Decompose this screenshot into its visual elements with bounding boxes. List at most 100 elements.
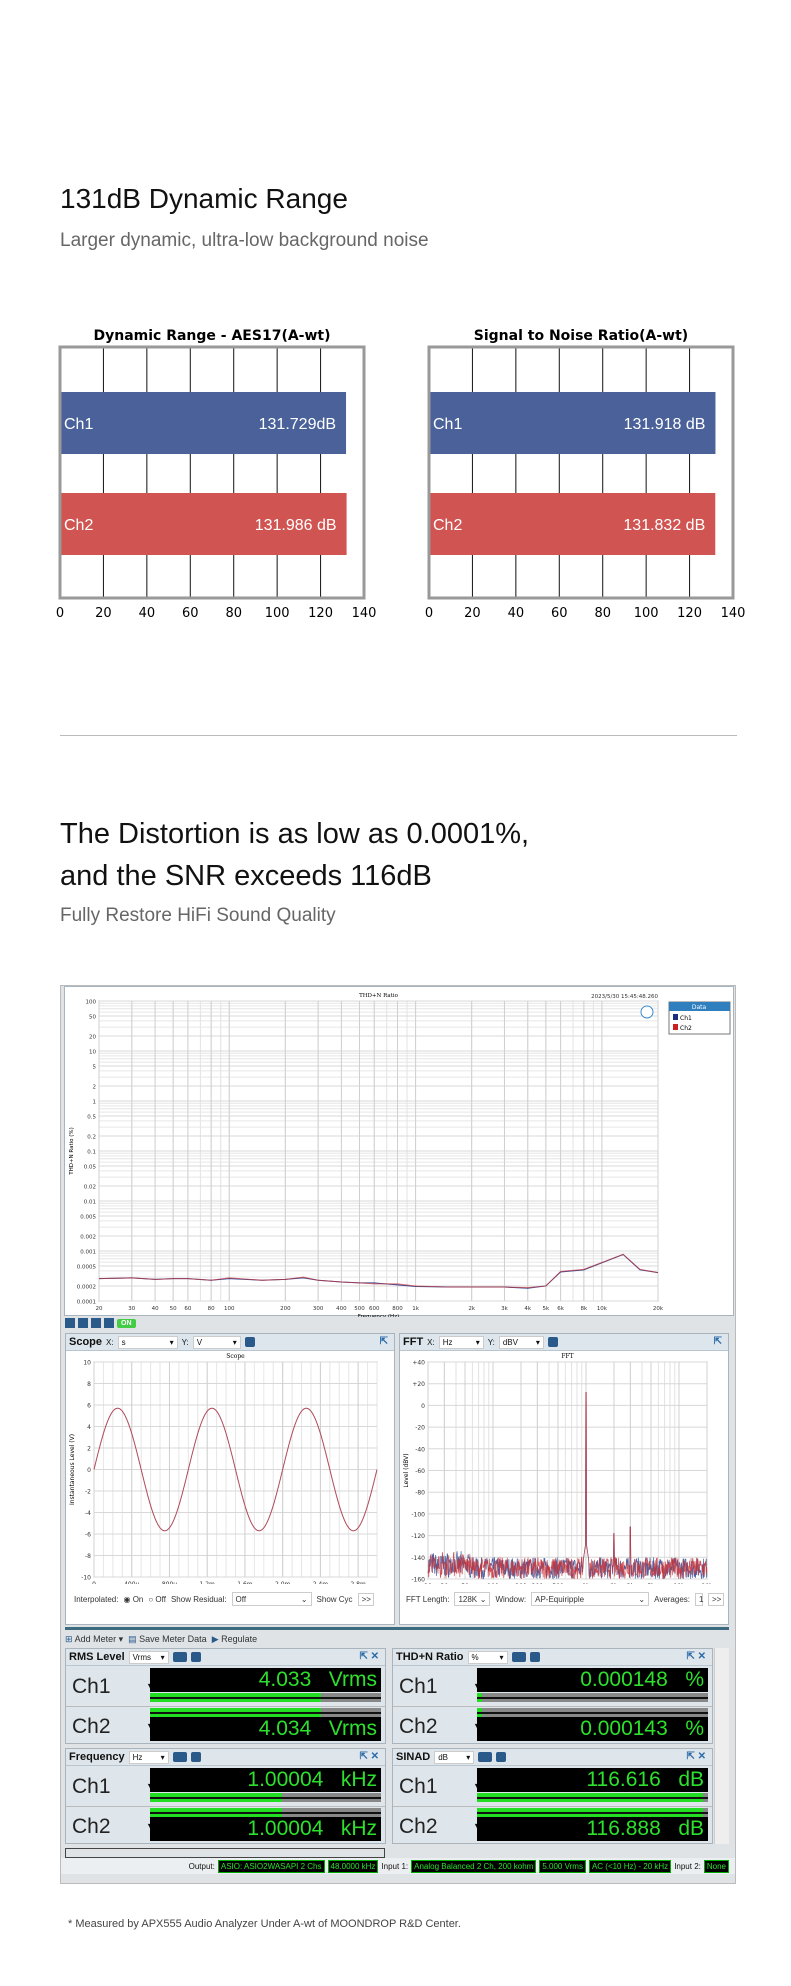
scope-more-button[interactable]: >> [357, 1592, 374, 1606]
save-icon: ▤ [128, 1634, 137, 1644]
bar-value-label: 131.729dB [259, 416, 336, 433]
x-tick-label: 10k [673, 1583, 685, 1584]
chart-title: Signal to Noise Ratio(A-wt) [474, 328, 688, 344]
gear-icon[interactable] [496, 1752, 507, 1762]
input-range[interactable]: 5.000 Vrms [539, 1859, 586, 1873]
display-mode-icon[interactable] [172, 1652, 187, 1662]
x-tick-label: 500 [552, 1583, 564, 1584]
input2-device[interactable]: None [703, 1859, 729, 1873]
y-tick-label: 4 [87, 1424, 91, 1431]
y-axis-label: Instantaneous Level (V) [69, 1434, 76, 1505]
thd-graph-panel: 100 50 20 10 5 2 1 0.5 0.2 0.1 0.05 0.02 0.01 0.005 0.… [64, 986, 734, 1320]
y-tick-label: 20 [89, 1034, 96, 1040]
averages-label: Averages: [654, 1594, 690, 1604]
bar-fill-line [150, 1697, 321, 1699]
averages-input[interactable]: 1 [695, 1592, 703, 1606]
fft-y-unit-select[interactable]: dBV ▾ [498, 1335, 544, 1349]
x-tick-label: 600 [369, 1306, 380, 1312]
gear-icon[interactable] [244, 1337, 255, 1347]
residual-select[interactable]: Off ⌄ [231, 1592, 312, 1606]
window-label: Window: [495, 1594, 527, 1604]
y-tick-label: -20 [415, 1425, 425, 1432]
bar-fill [150, 1808, 282, 1817]
chevron-down-icon: ▾ [160, 1652, 165, 1662]
input-filter[interactable]: AC (<10 Hz) - 20 kHz [588, 1859, 672, 1873]
splitter[interactable] [65, 1627, 729, 1630]
meter-thd-n-ratio: THD+N Ratio%▾⇱ ✕ Ch1 ▼ 0.000148 % Ch2 ▼ … [392, 1648, 713, 1744]
y-tick-label: 0.002 [80, 1234, 96, 1240]
sample-rate[interactable]: 48.0000 kHz [327, 1859, 379, 1873]
fft-x-unit-select[interactable]: Hz ▾ [438, 1335, 484, 1349]
input1-device[interactable]: Analog Balanced 2 Ch, 200 kohm [411, 1859, 537, 1873]
meter-title: THD+N Ratio [396, 1651, 464, 1663]
meter-unit-select[interactable]: Vrms ▾ [128, 1650, 169, 1664]
meter-readout: 116.888 dB [477, 1817, 708, 1841]
interpolated-off-radio[interactable]: ○ Off [148, 1594, 166, 1604]
x-tick-label: 140 [721, 606, 746, 621]
chevron-down-icon: ⌄ [479, 1594, 487, 1604]
y-tick-label: 0.0002 [77, 1284, 96, 1290]
chevron-down-icon: ▾ [535, 1337, 540, 1347]
x-tick-label: 100 [634, 606, 659, 621]
x-tick-label: 10k [597, 1306, 608, 1312]
y-tick-label: -140 [411, 1555, 425, 1562]
popout-close-icons[interactable]: ⇱ ✕ [686, 1751, 706, 1762]
meter-scrollbar[interactable] [714, 1648, 729, 1844]
fft-length-select[interactable]: 128K ⌄ [454, 1592, 491, 1606]
popout-close-icons[interactable]: ⇱ ✕ [359, 1751, 379, 1762]
bar-value-label: 131.832 dB [623, 517, 705, 534]
scope-y-unit-select[interactable]: V ▾ [192, 1335, 241, 1349]
toolbar-icon-1[interactable] [65, 1318, 75, 1328]
toolbar-icon-2[interactable] [78, 1318, 88, 1328]
output-device[interactable]: ASIO: ASIO2WASAPI 2 Chs [217, 1859, 325, 1873]
chevron-down-icon: ⌄ [638, 1594, 646, 1604]
display-mode-icon[interactable] [172, 1752, 187, 1762]
window-value: AP-Equiripple [535, 1594, 585, 1604]
chevron-down-icon: ▾ [232, 1337, 237, 1347]
popout-close-icons[interactable]: ⇱ ✕ [686, 1651, 706, 1662]
regulate-label: Regulate [221, 1634, 258, 1644]
legend-item: Ch1 [680, 1015, 692, 1022]
gear-icon[interactable] [190, 1652, 201, 1662]
chevron-down-icon: ▾ [160, 1752, 165, 1762]
meter-value: 1.00004 [247, 1768, 324, 1791]
gear-icon[interactable] [529, 1652, 540, 1662]
fft-length-label: FFT Length: [406, 1594, 450, 1604]
chevron-down-icon: ▾ [466, 1752, 471, 1762]
toolbar-icon-4[interactable] [104, 1318, 114, 1328]
y-tick-label: -120 [411, 1533, 425, 1540]
meter-unit-select[interactable]: % ▾ [467, 1650, 508, 1664]
popout-icon[interactable]: ⇱ [713, 1336, 722, 1347]
x-tick-label: 0 [92, 1581, 96, 1584]
bar-fill [150, 1793, 282, 1802]
meter-unit: kHz [340, 1817, 377, 1840]
display-mode-icon[interactable] [511, 1652, 526, 1662]
x-tick-label: 120 [677, 606, 702, 621]
display-mode-icon[interactable] [478, 1752, 493, 1762]
popout-icon[interactable]: ⇱ [379, 1336, 388, 1347]
popout-close-icons[interactable]: ⇱ ✕ [359, 1651, 379, 1662]
scope-x-unit-select[interactable]: s ▾ [117, 1335, 178, 1349]
on-toggle[interactable]: ON [117, 1318, 136, 1328]
regulate-button[interactable]: ▶ Regulate [212, 1634, 257, 1645]
window-select[interactable]: AP-Equiripple ⌄ [531, 1592, 650, 1606]
save-meter-data-button[interactable]: ▤ Save Meter Data [128, 1634, 207, 1645]
x-tick-label: 3k [501, 1306, 508, 1312]
gear-icon[interactable] [190, 1752, 201, 1762]
gear-icon[interactable] [547, 1337, 558, 1347]
meter-header: THD+N Ratio% ▾ ⇱ ✕ [393, 1649, 712, 1666]
play-icon: ▶ [211, 1634, 219, 1644]
x-tick-label: 2.0m [275, 1581, 291, 1584]
meter-unit-select[interactable]: dB ▾ [434, 1750, 475, 1764]
bar-value-label: 131.918 dB [624, 416, 706, 433]
bluetooth-icon[interactable] [91, 1318, 101, 1328]
footnote: * Measured by APX555 Audio Analyzer Unde… [68, 1918, 461, 1930]
add-meter-button[interactable]: ⊞ Add Meter ▾ [65, 1634, 124, 1644]
meter-unit-select[interactable]: Hz ▾ [128, 1750, 169, 1764]
scope-panel: Scope X: s▾ Y: V▾ ⇱ 1086420-2-4-6-8-1004… [65, 1333, 395, 1625]
x-tick-label: 2.8m [350, 1581, 366, 1584]
interpolated-on-radio[interactable]: ◉ On [123, 1594, 144, 1604]
fft-more-button[interactable]: >> [708, 1592, 724, 1606]
bar-center-line [477, 1712, 708, 1714]
legend-item: Ch2 [680, 1025, 692, 1032]
